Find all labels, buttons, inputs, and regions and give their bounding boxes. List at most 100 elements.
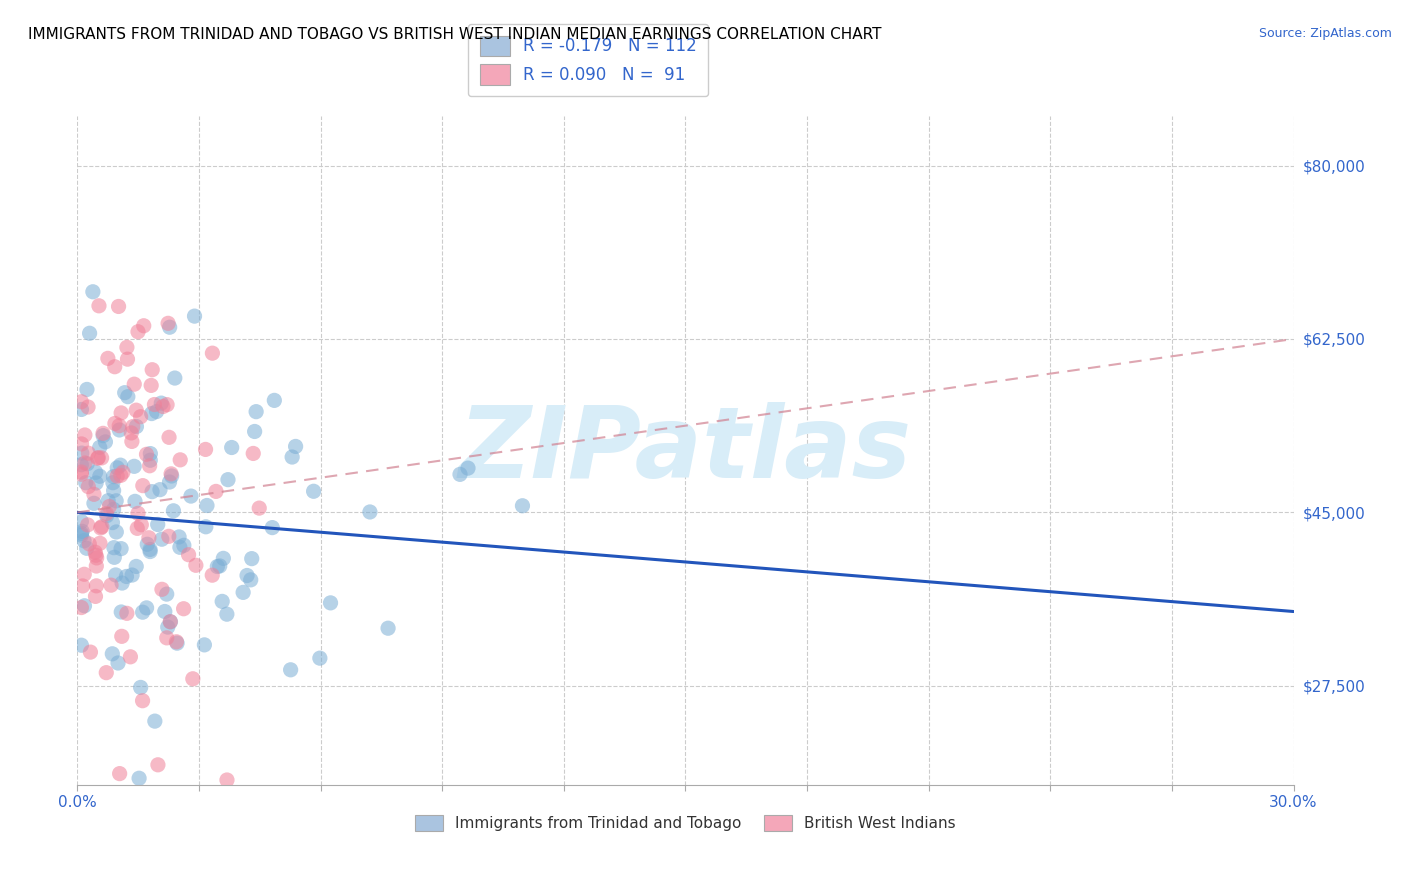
- Point: [162, 504, 184, 518]
- Point: [120, 649, 142, 664]
- Point: [156, 620, 179, 634]
- Point: [90, 521, 112, 535]
- Point: [284, 439, 307, 453]
- Point: [111, 576, 134, 591]
- Point: [139, 542, 162, 557]
- Point: [138, 458, 160, 473]
- Point: [195, 499, 218, 513]
- Point: [97, 493, 120, 508]
- Point: [70, 600, 93, 615]
- Point: [115, 340, 138, 354]
- Point: [232, 585, 254, 599]
- Point: [169, 541, 191, 555]
- Point: [167, 530, 190, 544]
- Point: [108, 766, 131, 780]
- Point: [141, 484, 163, 499]
- Point: [159, 475, 181, 489]
- Point: [141, 407, 163, 421]
- Point: [84, 590, 107, 604]
- Point: [79, 326, 101, 341]
- Point: [100, 578, 122, 592]
- Point: [76, 541, 98, 556]
- Point: [125, 403, 148, 417]
- Point: [104, 359, 127, 374]
- Point: [111, 629, 134, 643]
- Point: [96, 508, 118, 523]
- Point: [263, 393, 285, 408]
- Point: [104, 568, 127, 582]
- Point: [145, 404, 167, 418]
- Point: [181, 672, 204, 686]
- Point: [280, 663, 302, 677]
- Point: [70, 465, 93, 479]
- Point: [156, 398, 179, 412]
- Point: [131, 694, 153, 708]
- Point: [239, 573, 262, 587]
- Point: [308, 651, 330, 665]
- Point: [108, 423, 131, 437]
- Point: [70, 446, 93, 460]
- Point: [94, 434, 117, 449]
- Point: [146, 757, 169, 772]
- Point: [122, 377, 145, 392]
- Point: [165, 634, 187, 648]
- Point: [103, 541, 125, 555]
- Point: [183, 309, 205, 323]
- Point: [194, 442, 217, 457]
- Text: ZIPatlas: ZIPatlas: [458, 402, 912, 499]
- Point: [121, 419, 143, 434]
- Point: [86, 559, 108, 574]
- Point: [70, 467, 93, 482]
- Point: [215, 607, 238, 622]
- Point: [152, 400, 174, 414]
- Point: [125, 559, 148, 574]
- Point: [143, 398, 166, 412]
- Point: [70, 526, 93, 541]
- Point: [105, 524, 128, 539]
- Point: [184, 558, 207, 573]
- Point: [70, 528, 93, 542]
- Point: [194, 520, 217, 534]
- Point: [103, 469, 125, 483]
- Point: [87, 450, 110, 465]
- Point: [129, 681, 152, 695]
- Point: [201, 346, 224, 360]
- Point: [173, 538, 195, 552]
- Point: [104, 417, 127, 431]
- Point: [120, 425, 142, 440]
- Point: [101, 516, 124, 530]
- Point: [110, 458, 132, 472]
- Point: [89, 469, 111, 483]
- Point: [302, 484, 325, 499]
- Point: [105, 493, 128, 508]
- Point: [359, 505, 381, 519]
- Point: [243, 425, 266, 439]
- Point: [245, 404, 267, 418]
- Point: [156, 631, 179, 645]
- Point: [82, 285, 104, 299]
- Point: [131, 517, 153, 532]
- Point: [72, 579, 94, 593]
- Point: [115, 607, 138, 621]
- Point: [79, 645, 101, 659]
- Point: [150, 582, 173, 597]
- Point: [79, 537, 101, 551]
- Point: [77, 480, 100, 494]
- Point: [177, 548, 200, 562]
- Point: [135, 600, 157, 615]
- Point: [457, 461, 479, 475]
- Point: [281, 450, 304, 464]
- Point: [157, 430, 180, 444]
- Point: [73, 599, 96, 613]
- Point: [89, 441, 111, 455]
- Point: [91, 428, 114, 442]
- Point: [90, 519, 112, 533]
- Point: [107, 300, 129, 314]
- Text: Source: ZipAtlas.com: Source: ZipAtlas.com: [1258, 27, 1392, 40]
- Point: [110, 468, 132, 483]
- Point: [135, 447, 157, 461]
- Point: [73, 533, 96, 548]
- Point: [73, 567, 96, 582]
- Point: [103, 502, 125, 516]
- Point: [77, 446, 100, 460]
